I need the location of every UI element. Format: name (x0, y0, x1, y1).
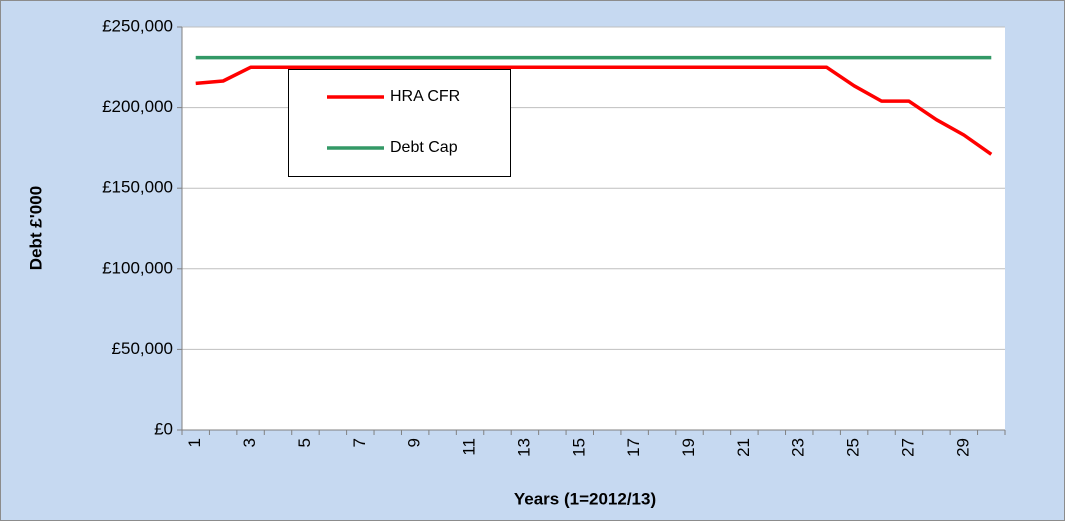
x-tick-label: 13 (514, 438, 533, 457)
x-tick-label: 27 (898, 438, 917, 457)
x-tick-label: 23 (789, 438, 808, 457)
legend-box (288, 69, 511, 177)
y-tick-label: £0 (154, 419, 173, 438)
y-tick-label: £100,000 (102, 258, 173, 277)
y-tick-label: £150,000 (102, 178, 173, 197)
legend-label: Debt Cap (390, 139, 458, 156)
y-tick-label: £50,000 (112, 339, 173, 358)
x-tick-label: 9 (405, 438, 424, 447)
y-axis-title: Debt £'000 (26, 186, 45, 270)
x-tick-label: 25 (844, 438, 863, 457)
x-tick-label: 17 (624, 438, 643, 457)
x-tick-label: 11 (460, 438, 479, 456)
x-tick-label: 7 (350, 438, 369, 447)
x-tick-label: 5 (295, 438, 314, 447)
y-tick-label: £250,000 (102, 16, 173, 35)
x-tick-label: 19 (679, 438, 698, 457)
x-axis-title: Years (1=2012/13) (514, 489, 656, 508)
line-series (195, 65, 993, 156)
y-tick-label: £200,000 (102, 97, 173, 116)
legend: HRA CFR Debt Cap (288, 69, 511, 177)
legend-label: HRA CFR (390, 88, 460, 105)
x-tick-label: 29 (953, 438, 972, 457)
x-tick-label: 1 (185, 438, 204, 447)
x-tick-label: 21 (734, 438, 753, 457)
x-tick-label: 15 (569, 438, 588, 457)
x-tick-label: 3 (240, 438, 259, 447)
